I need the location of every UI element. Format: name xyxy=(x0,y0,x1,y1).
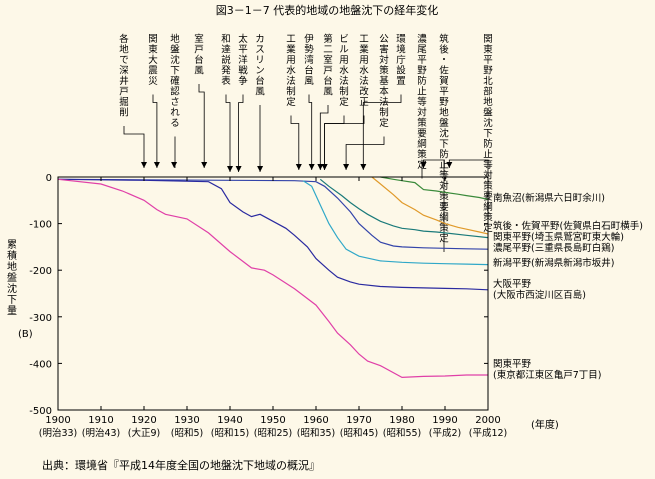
series-line xyxy=(319,178,489,239)
y-tick-label: -200 xyxy=(29,266,52,277)
event-label: 第二室戸台風 xyxy=(323,33,333,98)
event-arrow xyxy=(317,164,324,170)
series-label: 新潟平野(新潟県新潟市坂井) xyxy=(493,257,614,269)
x-tick-label: 1960 xyxy=(303,415,328,426)
y-tick-label: -400 xyxy=(29,359,52,370)
event-label: 環境庁設置 xyxy=(396,34,406,87)
event-arrow xyxy=(420,162,427,168)
era-tick-label: (平成2) xyxy=(429,427,461,439)
x-tick-label: 1980 xyxy=(389,415,414,426)
x-tick-label: 1970 xyxy=(346,415,371,426)
event-label: 公害対策基本法制定 xyxy=(379,34,389,129)
series-label: 大阪平野 xyxy=(493,278,532,290)
event-leader xyxy=(308,94,313,170)
x-axis-unit: (年度) xyxy=(531,418,559,431)
event-arrow xyxy=(201,162,208,168)
era-tick-label: (昭和55) xyxy=(383,428,422,439)
event-label: 伊勢湾台風 xyxy=(304,33,314,87)
event-label: ビル用水法制定 xyxy=(339,34,349,108)
chart-title: 図3－1－7 代表的地域の地盤沈下の経年変化 xyxy=(216,3,439,17)
event-leader xyxy=(324,115,365,170)
event-label: 地盤沈下確認される xyxy=(170,33,180,129)
y-tick-label: -100 xyxy=(29,220,52,231)
x-tick-label: 1900 xyxy=(45,415,70,426)
x-tick-label: 1990 xyxy=(432,415,457,426)
event-leader xyxy=(225,94,231,172)
x-tick-label: 1940 xyxy=(217,415,242,426)
era-tick-label: (明治33) xyxy=(39,427,78,439)
event-leader xyxy=(238,94,244,172)
era-tick-label: (平成12) xyxy=(469,427,508,439)
event-leader xyxy=(362,94,402,170)
event-label: 各地で深井戸掘削 xyxy=(119,33,129,119)
era-tick-label: (大正9) xyxy=(128,427,160,439)
event-leader xyxy=(123,126,145,168)
event-arrow xyxy=(153,162,160,168)
y-tick-label: -500 xyxy=(29,406,52,417)
series-line xyxy=(302,180,489,266)
event-leader xyxy=(198,84,205,168)
series-line xyxy=(57,178,488,379)
x-tick-label: 1930 xyxy=(174,415,199,426)
event-arrow xyxy=(343,164,350,170)
event-label: カスリン台風 xyxy=(255,34,265,98)
series-label: 関東平野 xyxy=(493,358,532,370)
event-arrow xyxy=(360,164,367,170)
era-tick-label: (明治43) xyxy=(82,427,121,439)
event-leader xyxy=(345,136,385,170)
series-label: 濃尾平野(三重県長島町白鶏) xyxy=(493,242,614,254)
series-label: 筑後・佐賀平野(佐賀県白石町横手) xyxy=(493,220,643,232)
event-label: 工業用水法制定 xyxy=(286,34,296,108)
x-tick-label: 1950 xyxy=(260,415,285,426)
event-leader xyxy=(290,115,300,170)
event-arrow xyxy=(235,166,242,172)
y-tick-label: -300 xyxy=(29,313,52,324)
event-leader xyxy=(319,105,329,170)
plot-frame xyxy=(57,176,489,411)
event-arrow xyxy=(257,166,264,172)
event-arrow xyxy=(141,162,147,168)
event-arrow xyxy=(321,164,328,170)
era-tick-label: (昭和5) xyxy=(171,428,203,439)
event-label: 濃尾平野防止等対策要綱策定 xyxy=(417,33,427,171)
series-line xyxy=(380,176,489,200)
x-tick-label: 1910 xyxy=(88,415,113,426)
series-label: (大阪市西淀川区百島) xyxy=(493,289,586,301)
era-tick-label: (昭和15) xyxy=(211,428,250,439)
x-tick-label: 2000 xyxy=(475,415,500,426)
series-line xyxy=(57,178,489,291)
x-tick-label: 1920 xyxy=(131,415,156,426)
event-arrow xyxy=(308,164,315,170)
series-label: 南魚沼(新潟県六日町余川) xyxy=(493,192,605,204)
event-label: 太平洋戦争 xyxy=(238,33,248,87)
era-tick-label: (昭和45) xyxy=(340,428,379,439)
event-label: 室戸台風 xyxy=(194,33,204,77)
era-tick-label: (昭和35) xyxy=(297,428,336,439)
event-label: 和達説発表 xyxy=(221,34,231,87)
events-layer: 各地で深井戸掘削 関東大震災 地盤沈下確認される 室戸台風 和達説発表太平洋戦争カスリン… xyxy=(119,33,493,252)
series-label: (東京都江東区亀戸7丁目) xyxy=(493,369,601,381)
series-labels: 南魚沼(新潟県六日町余川) 筑後・佐賀平野(佐賀県白石町横手)関東平野(埼玉県鷲宮… xyxy=(493,192,643,381)
event-arrow xyxy=(295,164,302,170)
y-tick-label: 0 xyxy=(46,173,52,184)
event-arrow xyxy=(171,162,178,168)
y-axis-label: 累積地盤沈下量 xyxy=(7,239,17,317)
event-label: 関東大震災 xyxy=(148,34,158,87)
plot-area xyxy=(57,176,489,379)
event-arrow xyxy=(227,166,233,172)
event-label: 工業用水法改正 xyxy=(359,34,369,108)
source-note: 出典：環境省『平成14年度全国の地盤沈下地域の概況』 xyxy=(42,458,320,472)
series-label: 関東平野(埼玉県鷲宮町東大輪) xyxy=(493,231,624,243)
series-line xyxy=(371,176,489,235)
event-leader xyxy=(152,94,158,168)
y-axis-unit: (B) xyxy=(18,329,33,340)
event-arrow xyxy=(446,162,453,168)
era-tick-label: (昭和25) xyxy=(254,428,293,439)
